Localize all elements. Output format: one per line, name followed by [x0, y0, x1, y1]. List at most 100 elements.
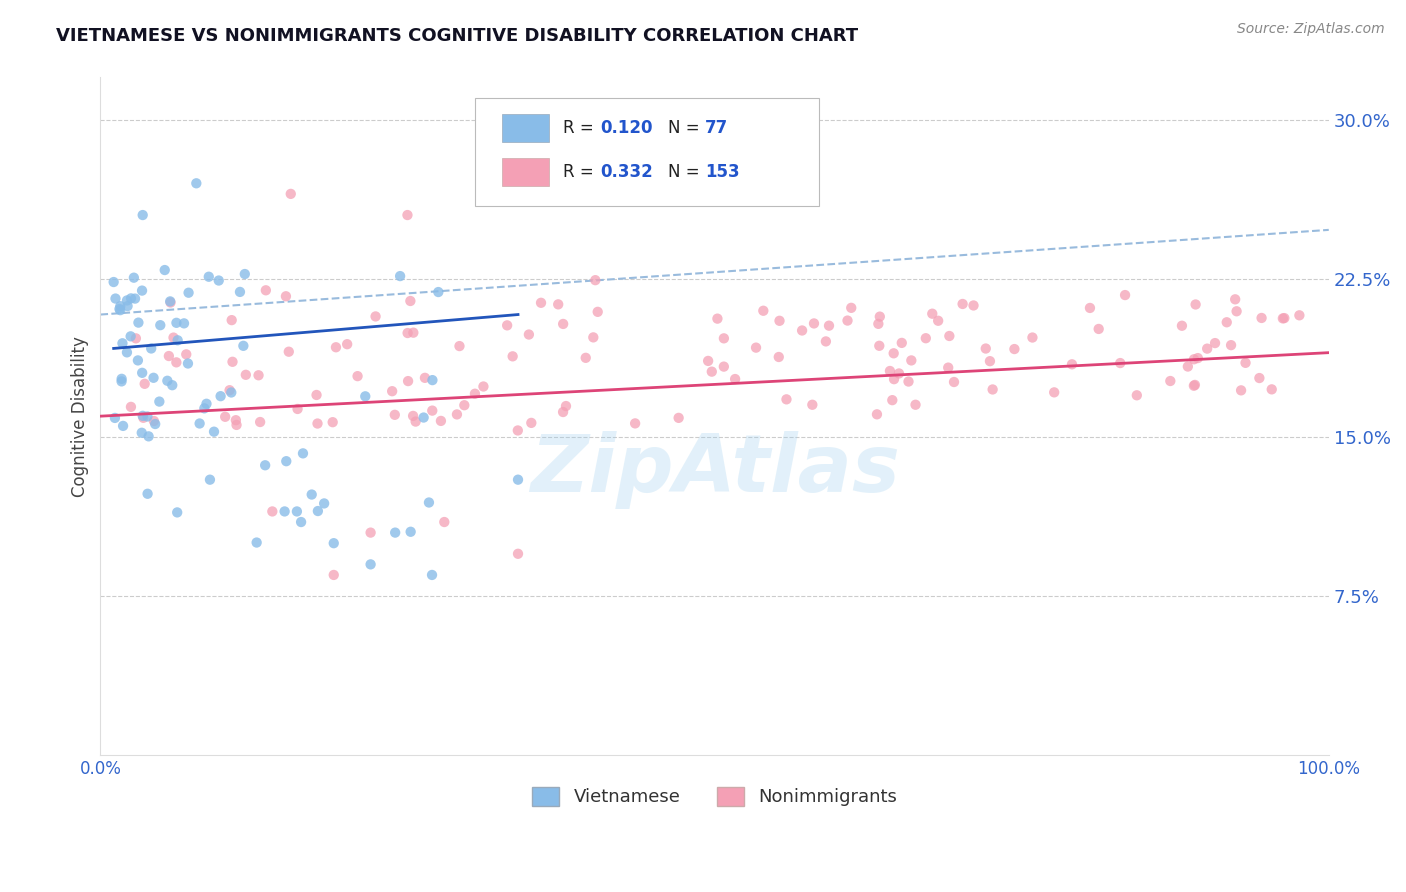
Point: [399, 524, 422, 539]
Point: [530, 295, 553, 310]
Point: [713, 359, 735, 374]
Point: [314, 496, 336, 510]
Point: [1114, 288, 1136, 302]
Point: [254, 283, 277, 297]
Point: [868, 317, 890, 331]
Point: [235, 368, 257, 382]
Point: [396, 208, 419, 222]
Point: [879, 364, 901, 378]
Point: [111, 336, 134, 351]
Text: N =: N =: [668, 163, 704, 181]
Point: [115, 293, 138, 308]
Point: [132, 410, 155, 425]
Y-axis label: Cognitive Disability: Cognitive Disability: [72, 335, 89, 497]
Point: [496, 318, 519, 333]
Point: [1182, 378, 1205, 392]
Text: VIETNAMESE VS NONIMMIGRANTS COGNITIVE DISABILITY CORRELATION CHART: VIETNAMESE VS NONIMMIGRANTS COGNITIVE DI…: [56, 27, 859, 45]
Point: [883, 346, 905, 360]
Point: [396, 374, 419, 388]
Point: [706, 311, 728, 326]
Point: [232, 339, 254, 353]
Point: [131, 284, 153, 298]
Point: [108, 301, 131, 316]
Point: [354, 389, 377, 403]
Point: [209, 389, 232, 403]
Point: [1216, 315, 1239, 329]
Point: [420, 568, 443, 582]
Point: [117, 299, 139, 313]
Point: [952, 297, 974, 311]
Point: [768, 350, 790, 364]
Point: [506, 547, 529, 561]
Text: 77: 77: [704, 120, 728, 137]
Point: [921, 307, 943, 321]
Text: N =: N =: [668, 120, 704, 137]
FancyBboxPatch shape: [502, 158, 548, 186]
Point: [890, 335, 912, 350]
Point: [131, 409, 153, 423]
Point: [1126, 388, 1149, 402]
Point: [713, 331, 735, 345]
Point: [384, 408, 406, 422]
Point: [962, 298, 984, 312]
Point: [506, 424, 529, 438]
Point: [159, 295, 181, 310]
Point: [882, 393, 904, 408]
Point: [1204, 336, 1226, 351]
Point: [402, 409, 425, 423]
Point: [148, 394, 170, 409]
Text: R =: R =: [564, 163, 599, 181]
Point: [1087, 322, 1109, 336]
Point: [904, 398, 927, 412]
Point: [322, 415, 344, 429]
Point: [262, 504, 284, 518]
Point: [837, 313, 859, 327]
Point: [586, 305, 609, 319]
Point: [803, 317, 825, 331]
Point: [159, 294, 181, 309]
Point: [208, 273, 231, 287]
Point: [1177, 359, 1199, 374]
Point: [422, 373, 444, 387]
Text: R =: R =: [564, 120, 599, 137]
Point: [1184, 297, 1206, 311]
Point: [110, 299, 132, 313]
Point: [218, 383, 240, 397]
Point: [110, 375, 132, 389]
Point: [868, 339, 890, 353]
Point: [389, 269, 412, 284]
Point: [900, 353, 922, 368]
Point: [381, 384, 404, 399]
Point: [1021, 330, 1043, 344]
Point: [125, 331, 148, 345]
Point: [131, 208, 153, 222]
Text: 0.120: 0.120: [600, 120, 652, 137]
Point: [131, 366, 153, 380]
Point: [120, 329, 142, 343]
Point: [430, 414, 453, 428]
Point: [336, 337, 359, 351]
Point: [360, 558, 382, 572]
Point: [291, 446, 314, 460]
Point: [1043, 385, 1066, 400]
Point: [156, 374, 179, 388]
Point: [768, 314, 790, 328]
Point: [138, 429, 160, 443]
Point: [364, 310, 387, 324]
Point: [136, 409, 159, 424]
Point: [449, 339, 471, 353]
Point: [233, 267, 256, 281]
Point: [553, 317, 575, 331]
Point: [555, 399, 578, 413]
Point: [502, 349, 524, 363]
Point: [165, 355, 187, 369]
Point: [506, 473, 529, 487]
Point: [887, 367, 910, 381]
Point: [225, 413, 247, 427]
Point: [157, 349, 180, 363]
Point: [1234, 356, 1257, 370]
Text: ZipAtlas: ZipAtlas: [530, 432, 900, 509]
Point: [427, 285, 450, 299]
FancyBboxPatch shape: [475, 98, 818, 206]
Point: [1261, 382, 1284, 396]
